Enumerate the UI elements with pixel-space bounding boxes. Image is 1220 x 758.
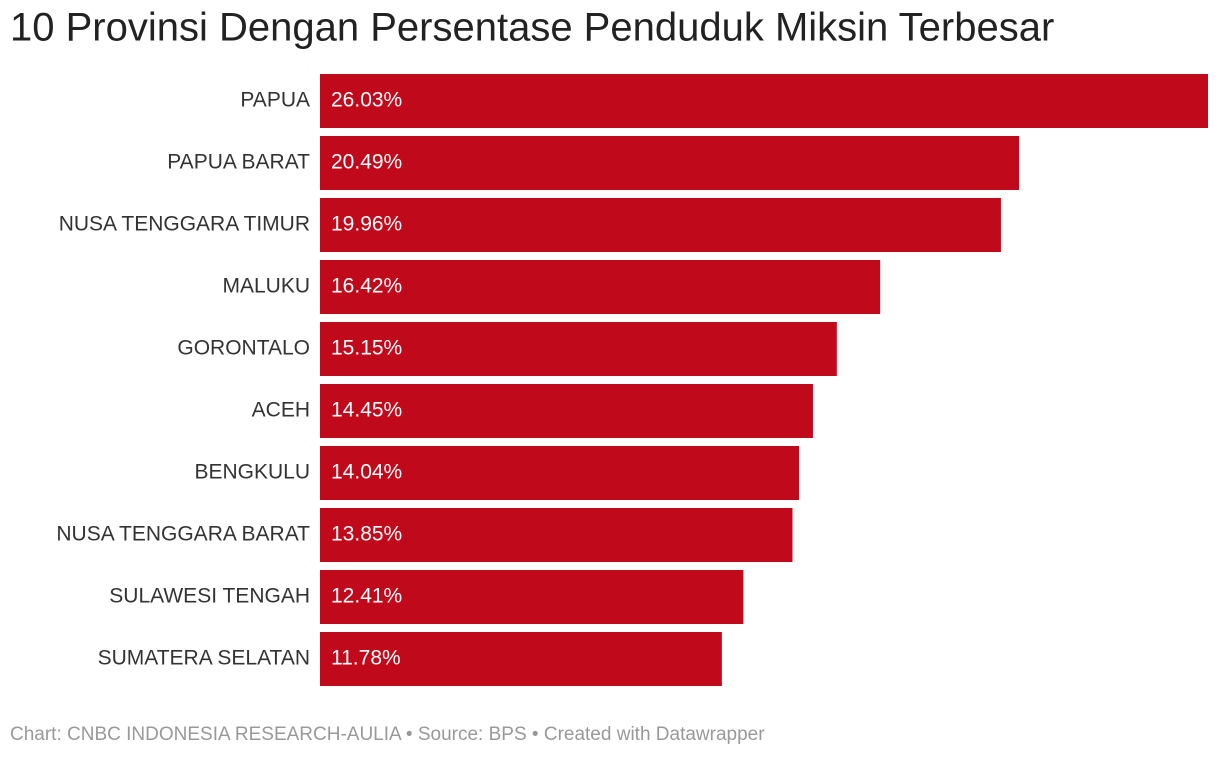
category-label: BENGKULU — [194, 461, 310, 484]
category-label: MALUKU — [222, 275, 310, 298]
bar — [320, 570, 744, 624]
value-label: 13.85% — [331, 523, 402, 546]
value-label: 16.42% — [331, 275, 402, 298]
value-label: 26.03% — [331, 89, 402, 112]
value-label: 15.15% — [331, 337, 402, 360]
value-label: 11.78% — [331, 647, 401, 670]
chart-title: 10 Provinsi Dengan Persentase Penduduk M… — [10, 6, 1054, 50]
category-label: NUSA TENGGARA BARAT — [56, 523, 310, 546]
bar — [320, 260, 881, 314]
bar — [320, 632, 722, 686]
category-label: SUMATERA SELATAN — [98, 647, 310, 670]
category-label: NUSA TENGGARA TIMUR — [59, 213, 310, 236]
footer: Chart: CNBC INDONESIA RESEARCH-AULIA • S… — [10, 724, 765, 745]
bar — [320, 74, 1208, 128]
bar — [320, 136, 1020, 190]
category-label: GORONTALO — [177, 337, 310, 360]
category-label: PAPUA BARAT — [167, 151, 310, 174]
bar — [320, 508, 793, 562]
bar — [320, 446, 799, 500]
bar — [320, 384, 813, 438]
value-label: 14.04% — [331, 461, 402, 484]
category-label: SULAWESI TENGAH — [109, 585, 310, 608]
value-label: 19.96% — [331, 213, 402, 236]
category-label: ACEH — [252, 399, 310, 422]
category-label: PAPUA — [240, 89, 310, 112]
value-label: 14.45% — [331, 399, 402, 422]
bar — [320, 198, 1001, 252]
value-label: 12.41% — [331, 585, 402, 608]
bar — [320, 322, 837, 376]
value-label: 20.49% — [331, 151, 402, 174]
